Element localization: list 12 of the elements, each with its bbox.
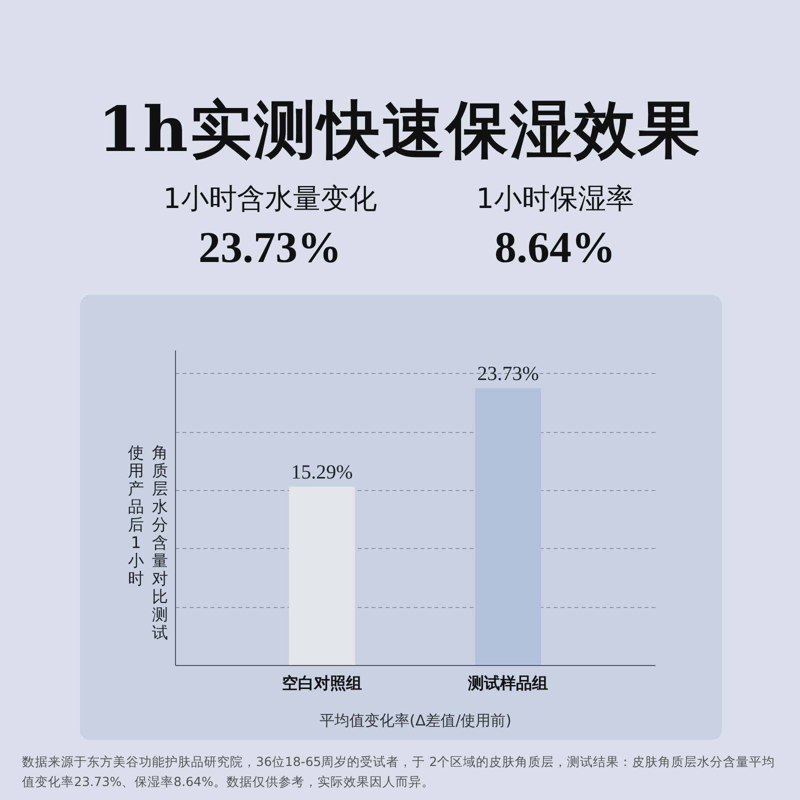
x-tick-label: 空白对照组 [282, 674, 362, 692]
data-label: 15.29% [291, 462, 353, 484]
x-axis-title: 平均值变化率(Δ差值/使用前) [319, 712, 512, 730]
text: 1小时保湿率 [475, 181, 635, 217]
text: 1小时含水量变化 [162, 181, 378, 217]
text: 角质层水分含量对比测试使用产品后1小时 [128, 443, 168, 642]
text: 8.64% [494, 222, 616, 273]
text: 23.73% [198, 222, 342, 273]
data-label: 23.73% [477, 363, 539, 386]
x-tick-label: 测试样品组 [467, 674, 548, 692]
text: 数据来源于东方美谷功能护肤品研究院，36位18-65周岁的受试者，于 2个区域的皮肤角质层，测试结果：皮肤角质层水分含量平均值变化率23.73%、保湿率8.64%。数据仅供参考，实际效果因人而异。 [22, 753, 776, 791]
chart-title: 1h实测快速保湿效果 [96, 92, 704, 168]
